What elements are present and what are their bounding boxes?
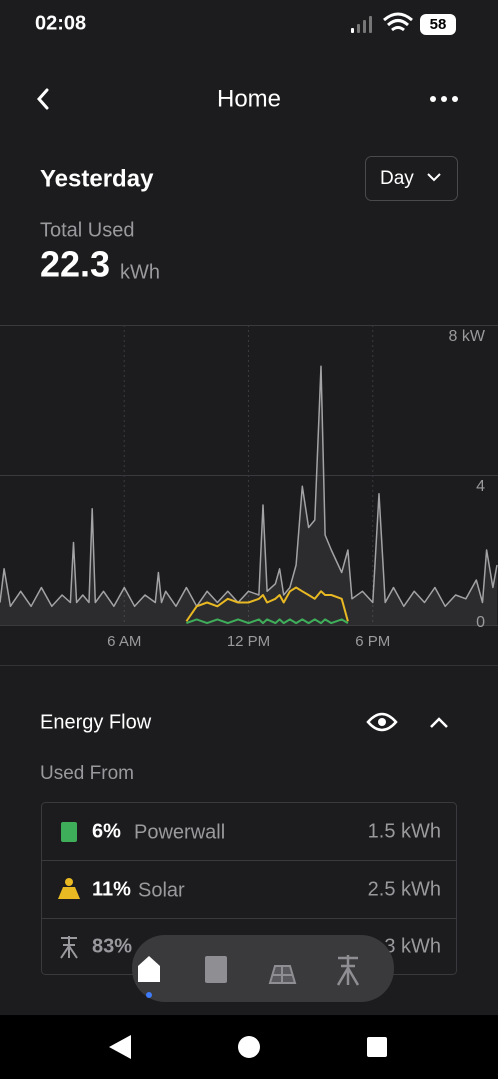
visibility-toggle[interactable] [366, 712, 398, 732]
period-title: Yesterday [40, 165, 154, 192]
row-amount: 2.5 kWh [368, 878, 441, 900]
row-amount: 1.5 kWh [368, 820, 441, 842]
home-tab[interactable] [138, 956, 160, 982]
row-percent: 11% [92, 878, 131, 900]
page-title: Home [217, 85, 281, 112]
period-selector[interactable] [365, 156, 458, 201]
usage-chart: 0 4 8 kW 6 AM 12 PM 6 PM [0, 325, 498, 650]
section-subtitle: Used From [40, 763, 134, 784]
grid-icon [60, 936, 78, 959]
wifi-icon [383, 12, 413, 32]
y-tick-label: 8 kW [449, 328, 486, 345]
dropdown-chevron [427, 173, 441, 182]
series-line [186, 618, 349, 625]
solar-icon [58, 878, 80, 899]
series-line [0, 365, 498, 608]
y-tick-label: 4 [476, 478, 485, 495]
x-tick-label: 12 PM [227, 633, 270, 650]
nav-back[interactable] [109, 1035, 131, 1059]
y-tick-label: 0 [476, 614, 485, 631]
powerwall-icon [61, 822, 77, 842]
status-time: 02:08 [35, 12, 86, 34]
series-line [185, 586, 349, 622]
x-tick-label: 6 PM [355, 633, 390, 650]
collapse-button[interactable] [430, 717, 448, 728]
row-percent: 83% [92, 935, 132, 957]
row-source: Solar [138, 879, 185, 901]
back-button[interactable] [36, 88, 49, 110]
solar-tab[interactable] [268, 965, 297, 984]
nav-home[interactable] [238, 1036, 260, 1058]
section-title: Energy Flow [40, 711, 152, 733]
nav-recents[interactable] [367, 1037, 387, 1057]
tab-bar [132, 935, 394, 1002]
x-tick-label: 6 AM [107, 633, 141, 650]
total-label: Total Used [40, 219, 135, 241]
total-value: 22.3 [40, 244, 110, 285]
active-indicator [146, 992, 152, 998]
row-percent: 6% [92, 820, 121, 842]
more-button[interactable] [430, 96, 458, 102]
period-selector-label: Day [380, 168, 414, 189]
total-unit: kWh [120, 261, 160, 283]
grid-tab[interactable] [336, 955, 360, 986]
battery-icon [420, 14, 456, 35]
powerwall-tab[interactable] [205, 956, 227, 983]
signal-icon [351, 16, 372, 33]
row-source: Powerwall [134, 821, 225, 843]
battery-level: 58 [430, 16, 447, 33]
